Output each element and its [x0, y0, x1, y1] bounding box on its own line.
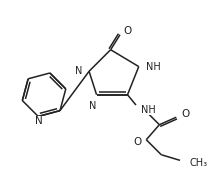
Text: NH: NH: [141, 105, 155, 115]
Text: O: O: [133, 137, 142, 147]
Text: N: N: [35, 116, 43, 126]
Text: O: O: [124, 26, 132, 36]
Text: N: N: [89, 101, 97, 111]
Text: CH₃: CH₃: [189, 158, 208, 168]
Text: N: N: [75, 66, 83, 76]
Text: NH: NH: [146, 62, 161, 72]
Text: O: O: [181, 109, 189, 119]
